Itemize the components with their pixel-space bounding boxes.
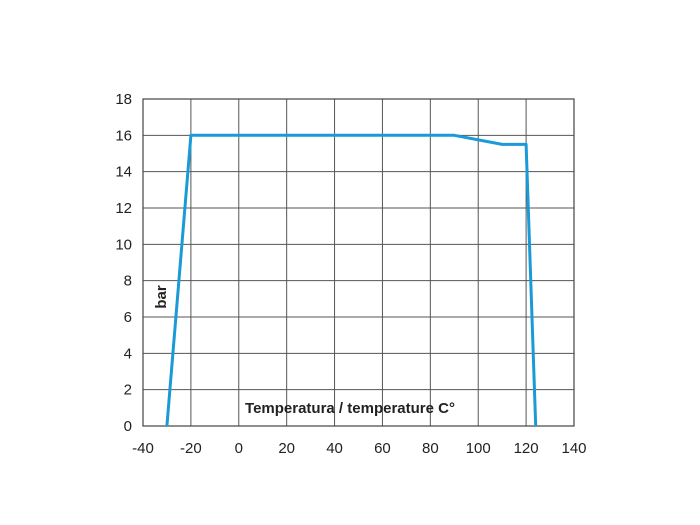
x-tick-label: 20 <box>278 440 295 457</box>
x-tick-label: 60 <box>374 440 391 457</box>
x-tick-label: 0 <box>235 440 243 457</box>
y-tick-label: 4 <box>124 345 132 362</box>
series-line-1 <box>165 133 538 427</box>
plot-frame <box>142 98 575 427</box>
y-tick-label: 8 <box>124 273 132 290</box>
x-tick-label: -40 <box>132 440 154 457</box>
x-axis-ticks: -40 -20 0 20 40 60 80 100 120 140 <box>132 440 586 457</box>
y-axis-title: bar <box>153 285 170 309</box>
y-tick-label: 10 <box>115 236 132 253</box>
y-tick-label: 0 <box>124 418 132 435</box>
x-axis-title: Temperatura / temperature C° <box>245 400 455 417</box>
y-tick-label: 14 <box>115 164 132 181</box>
x-tick-label: 40 <box>326 440 343 457</box>
y-tick-label: 6 <box>124 309 132 326</box>
grid <box>142 98 575 427</box>
x-tick-label: -20 <box>180 440 202 457</box>
y-tick-label: 12 <box>115 200 132 217</box>
plot-border <box>142 98 575 427</box>
y-tick-label: 16 <box>115 127 132 144</box>
x-tick-label: 140 <box>561 440 586 457</box>
x-tick-label: 100 <box>466 440 491 457</box>
x-tick-label: 120 <box>514 440 539 457</box>
series-layer <box>165 133 538 427</box>
x-tick-label: 80 <box>422 440 439 457</box>
y-tick-label: 18 <box>115 91 132 108</box>
y-axis-ticks: 0 2 4 6 8 10 12 14 16 18 <box>115 91 132 435</box>
y-tick-label: 2 <box>124 382 132 399</box>
